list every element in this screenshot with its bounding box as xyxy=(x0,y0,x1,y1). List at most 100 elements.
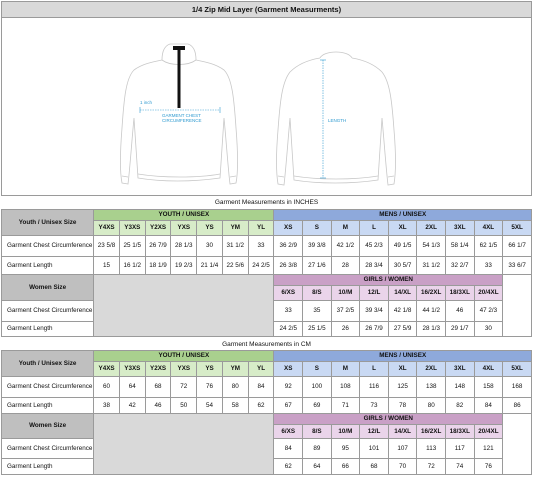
youth-unisex-header: YOUTH / UNISEX xyxy=(93,350,275,362)
size-header: 14/XL xyxy=(387,285,418,301)
garment-drawing-area: 1 inch GARMENT CHEST CIRCUMFERENCE LENGT… xyxy=(1,18,532,196)
table-cell: 29 1/7 xyxy=(445,321,475,337)
inches-table: Youth / Unisex Size YOUTH / UNISEX MENS … xyxy=(0,209,532,337)
table-cell: 92 xyxy=(273,376,304,398)
table-cell: 27 5/9 xyxy=(387,321,418,337)
table-cell: 16 1/2 xyxy=(118,256,146,275)
table-cell: 23 5/8 xyxy=(93,235,120,257)
cm-table: Youth / Unisex Size YOUTH / UNISEX MENS … xyxy=(0,350,532,475)
table-cell: 138 xyxy=(416,376,446,398)
table-cell: 54 xyxy=(196,397,223,414)
cm-section-title: Garment Measurements in CM xyxy=(222,341,311,348)
table-cell: 80 xyxy=(416,397,446,414)
chest-label-line2: CIRCUMFERENCE xyxy=(162,118,202,123)
table-cell: 24 2/5 xyxy=(273,321,304,337)
size-header: 8/S xyxy=(302,285,332,301)
table-cell: 58 xyxy=(221,397,249,414)
size-header: YS xyxy=(196,220,223,236)
size-header: Y2XS xyxy=(144,220,172,236)
length-dimension-icon xyxy=(320,59,326,179)
blank-region xyxy=(502,274,532,337)
women-length-row-label: Garment Length xyxy=(0,458,95,475)
table-cell: 70 xyxy=(387,458,418,475)
table-cell: 49 1/5 xyxy=(387,235,418,257)
table-cell: 125 xyxy=(387,376,418,398)
table-cell: 72 xyxy=(170,376,198,398)
length-row-label: Garment Length xyxy=(0,256,95,275)
table-cell: 50 xyxy=(170,397,198,414)
table-cell: 64 xyxy=(118,376,146,398)
table-cell: 28 1/3 xyxy=(416,321,446,337)
size-header: 5XL xyxy=(502,220,532,236)
size-header: S xyxy=(302,220,332,236)
blank-region xyxy=(93,413,275,475)
table-cell: 45 2/3 xyxy=(359,235,389,257)
size-header: 5XL xyxy=(502,361,532,377)
size-header: M xyxy=(330,220,361,236)
table-cell: 69 xyxy=(302,397,332,414)
table-cell: 64 xyxy=(302,458,332,475)
table-cell: 158 xyxy=(473,376,504,398)
table-row: Garment Chest Circumference 84 89 95 101… xyxy=(0,438,532,459)
size-header: S xyxy=(302,361,332,377)
blank-region xyxy=(93,274,275,337)
table-cell: 28 xyxy=(330,256,361,275)
table-cell: 71 xyxy=(330,397,361,414)
size-header: L xyxy=(359,220,389,236)
girls-women-header: GIRLS / WOMEN xyxy=(273,274,504,286)
table-cell: 84 xyxy=(273,438,304,459)
youth-unisex-header: YOUTH / UNISEX xyxy=(93,209,275,221)
size-header: 10/M xyxy=(330,424,361,439)
table-cell: 54 1/3 xyxy=(416,235,446,257)
table-cell: 46 xyxy=(445,300,475,322)
garment-drawing: 1 inch GARMENT CHEST CIRCUMFERENCE LENGT… xyxy=(120,43,396,186)
size-header: Y4XS xyxy=(93,361,120,377)
table-cell: 66 1/7 xyxy=(502,235,532,257)
size-header: 6/XS xyxy=(273,424,304,439)
size-header: Y2XS xyxy=(144,361,172,377)
table-cell: 31 1/2 xyxy=(416,256,446,275)
size-header: Y3XS xyxy=(118,361,146,377)
size-header: 14/XL xyxy=(387,424,418,439)
table-cell: 33 6/7 xyxy=(502,256,532,275)
table-cell: 38 xyxy=(93,397,120,414)
zip-icon xyxy=(177,48,181,108)
size-header: 3XL xyxy=(445,361,475,377)
table-cell: 26 7/9 xyxy=(359,321,389,337)
table-cell: 36 2/9 xyxy=(273,235,304,257)
table-cell: 62 1/5 xyxy=(473,235,504,257)
table-cell: 25 1/5 xyxy=(302,321,332,337)
table-cell: 117 xyxy=(445,438,475,459)
table-cell: 100 xyxy=(302,376,332,398)
table-cell: 18 1/9 xyxy=(144,256,172,275)
size-header: 2XL xyxy=(416,361,446,377)
table-cell: 82 xyxy=(445,397,475,414)
length-dimension-label: LENGTH xyxy=(328,118,346,123)
table-cell: 78 xyxy=(387,397,418,414)
size-header: YM xyxy=(221,220,249,236)
size-header: YXS xyxy=(170,361,198,377)
size-header: 2XL xyxy=(416,220,446,236)
girls-women-header: GIRLS / WOMEN xyxy=(273,413,504,425)
size-header: 20/4XL xyxy=(473,424,504,439)
size-header: YL xyxy=(247,361,275,377)
table-row: Garment Length 62 64 66 68 70 72 74 76 xyxy=(0,458,532,475)
table-cell: 33 xyxy=(273,300,304,322)
size-header: XL xyxy=(387,361,418,377)
table-cell: 37 2/5 xyxy=(330,300,361,322)
size-header: 3XL xyxy=(445,220,475,236)
table-cell: 66 xyxy=(330,458,361,475)
women-chest-row-label: Garment Chest Circumference xyxy=(0,438,95,459)
table-cell: 67 xyxy=(273,397,304,414)
table-cell: 76 xyxy=(196,376,223,398)
size-header: Y3XS xyxy=(118,220,146,236)
table-cell: 33 xyxy=(473,256,504,275)
women-length-row-label: Garment Length xyxy=(0,321,95,337)
table-cell: 15 xyxy=(93,256,120,275)
size-header: 20/4XL xyxy=(473,285,504,301)
table-cell: 19 2/3 xyxy=(170,256,198,275)
table-cell: 148 xyxy=(445,376,475,398)
table-cell: 95 xyxy=(330,438,361,459)
back-jacket-sketch xyxy=(276,51,396,186)
table-cell: 168 xyxy=(502,376,532,398)
